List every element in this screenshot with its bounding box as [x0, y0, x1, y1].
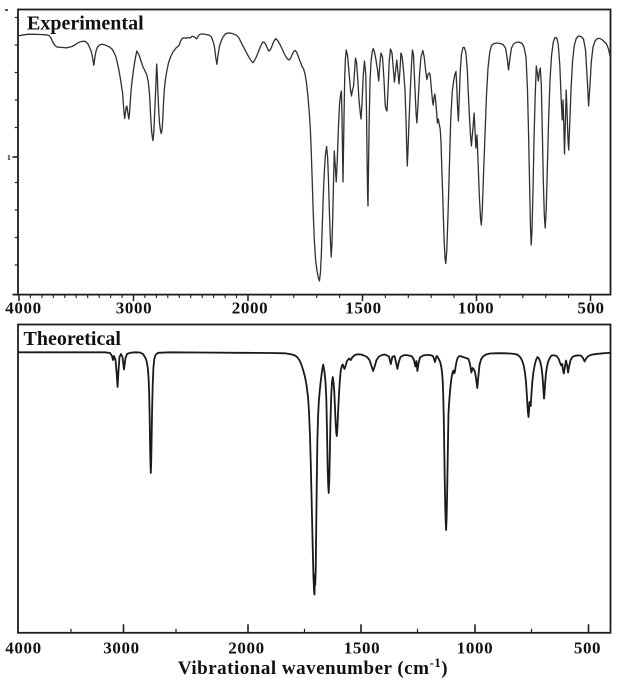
svg-text:4000: 4000 — [5, 299, 41, 318]
svg-text:3000: 3000 — [116, 299, 152, 318]
svg-text:1500: 1500 — [345, 299, 381, 318]
svg-text:500: 500 — [577, 299, 604, 318]
svg-text:2000: 2000 — [228, 639, 264, 658]
svg-text:3000: 3000 — [103, 639, 139, 658]
svg-text:Experimental: Experimental — [27, 13, 144, 35]
svg-text:1500: 1500 — [344, 639, 380, 658]
svg-text:2000: 2000 — [232, 299, 268, 318]
svg-text:Vibrational wavenumber (cm-1): Vibrational wavenumber (cm-1) — [178, 655, 448, 679]
svg-text:500: 500 — [574, 639, 601, 658]
svg-text:1000: 1000 — [457, 639, 493, 658]
svg-text:4000: 4000 — [5, 639, 41, 658]
svg-text:Theoretical: Theoretical — [24, 328, 122, 350]
svg-text:1000: 1000 — [458, 299, 494, 318]
svg-text:1: 1 — [7, 153, 11, 162]
